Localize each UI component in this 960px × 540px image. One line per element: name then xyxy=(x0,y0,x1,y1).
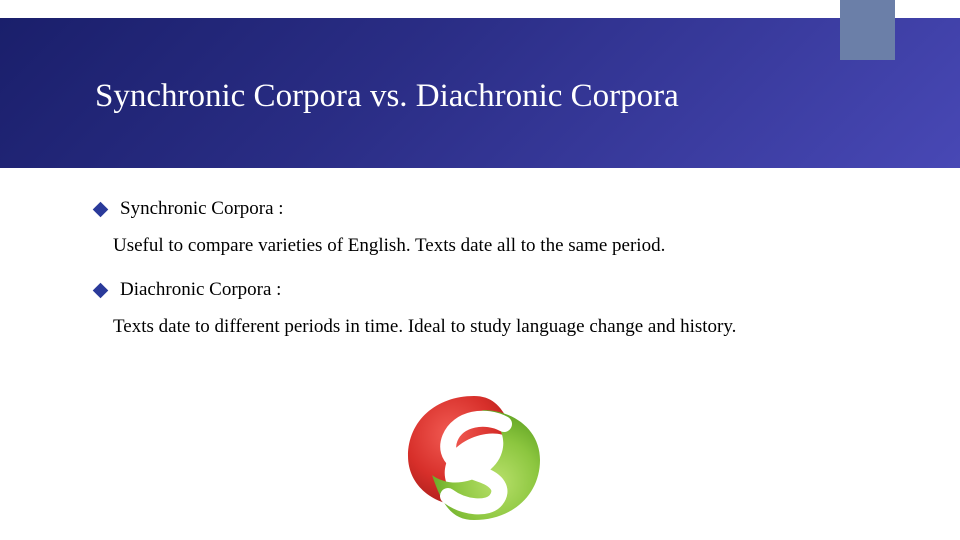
diamond-bullet-icon xyxy=(93,282,109,298)
slide-content: Synchronic Corpora : Useful to compare v… xyxy=(95,195,885,357)
slide-title: Synchronic Corpora vs. Diachronic Corpor… xyxy=(95,78,679,115)
bullet-item: Synchronic Corpora : xyxy=(95,195,885,224)
bullet-item: Diachronic Corpora : xyxy=(95,276,885,305)
bullet-label: Synchronic Corpora : xyxy=(120,195,284,224)
bullet-description: Texts date to different periods in time.… xyxy=(113,313,885,342)
diamond-bullet-icon xyxy=(93,201,109,217)
bullet-label: Diachronic Corpora : xyxy=(120,276,281,305)
s-logo xyxy=(386,386,562,530)
bullet-description: Useful to compare varieties of English. … xyxy=(113,232,885,261)
accent-tab xyxy=(840,0,895,60)
